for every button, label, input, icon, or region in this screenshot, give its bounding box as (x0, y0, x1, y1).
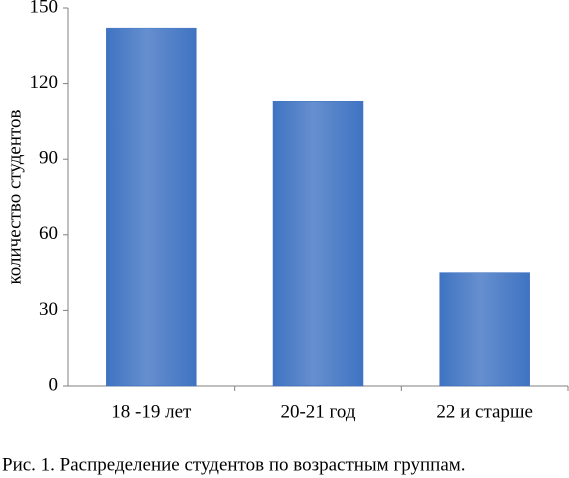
y-tick-label: 120 (30, 72, 59, 93)
bar (106, 27, 197, 387)
y-tick-label: 150 (30, 0, 59, 17)
x-tick-label: 20-21 год (280, 401, 355, 422)
y-tick-label: 90 (39, 148, 58, 169)
y-tick-label: 30 (39, 299, 58, 320)
y-tick-label: 60 (39, 223, 58, 244)
bar (272, 100, 364, 387)
caption: Рис. 1. Распределение студентов по возра… (2, 454, 466, 475)
x-tick-label: 18 -19 лет (111, 401, 192, 422)
y-tick-label: 0 (49, 374, 59, 395)
y-axis-label: количество студентов (4, 109, 25, 284)
bar (439, 272, 530, 387)
x-tick-label: 22 и старше (436, 401, 533, 422)
